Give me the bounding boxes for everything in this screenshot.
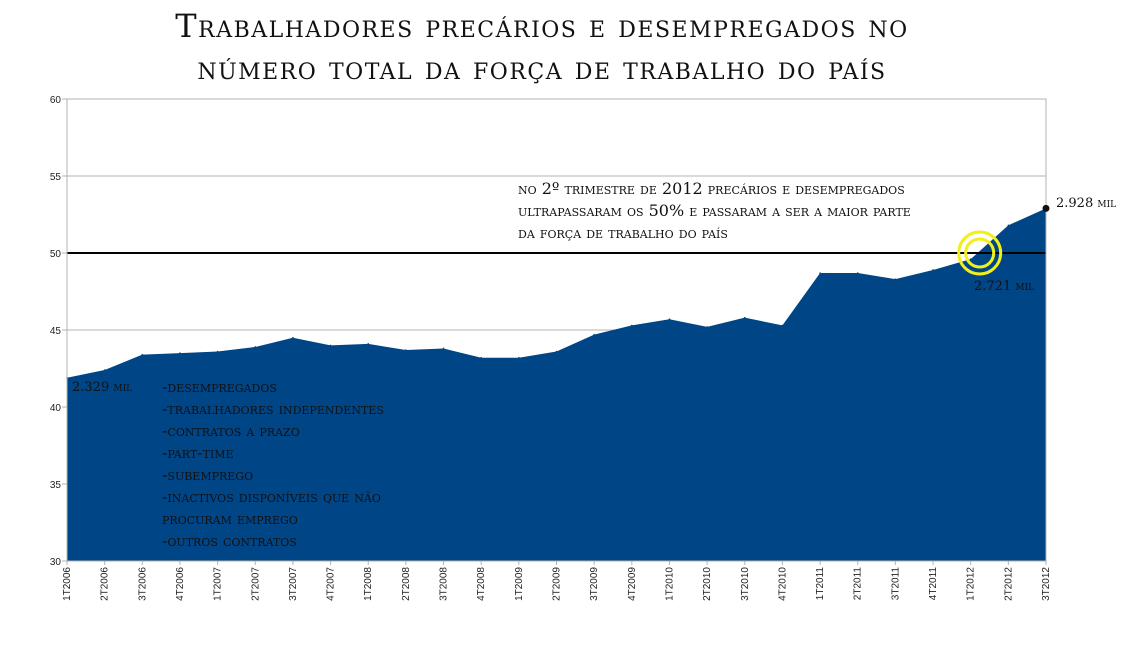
data-point-1T2010 xyxy=(668,318,671,321)
data-point-4T2008 xyxy=(480,356,482,359)
data-point-2T2010 xyxy=(706,326,708,328)
area-series xyxy=(66,207,1047,561)
start-value-label: 2.329 mil xyxy=(72,380,133,395)
y-tick-label-30: 30 xyxy=(50,557,62,568)
legend-item-independentes: -trabalhadores independentes xyxy=(162,399,384,418)
x-tick-label-2T2006: 2T2006 xyxy=(100,567,111,601)
legend-item-part-time: -part-time xyxy=(162,443,234,462)
x-tick-label-4T2008: 4T2008 xyxy=(476,567,487,601)
data-point-3T2010 xyxy=(743,316,746,319)
legend-item-contratos-prazo: -contratos a prazo xyxy=(162,421,300,440)
data-point-4T2009 xyxy=(631,324,633,327)
data-point-4T2006 xyxy=(179,352,181,354)
y-axis-ticks: 30 35 40 45 50 55 60 xyxy=(50,95,62,568)
highlight-value-label: 2.721 mil xyxy=(974,279,1035,294)
x-tick-label-1T2010: 1T2010 xyxy=(664,567,675,601)
x-tick-label-2T2010: 2T2010 xyxy=(702,567,713,601)
note-line-1: no 2º trimestre de 2012 precários e dese… xyxy=(518,179,905,198)
x-tick-label-3T2012: 3T2012 xyxy=(1041,567,1052,601)
y-tick-label-35: 35 xyxy=(50,480,62,491)
data-point-2T2009 xyxy=(555,350,558,353)
data-point-2T2012 xyxy=(1007,224,1010,227)
x-tick-label-4T2007: 4T2007 xyxy=(326,567,337,601)
endpoint-marker xyxy=(1042,204,1050,212)
data-point-4T2011 xyxy=(932,269,934,271)
legend-item-inactivos: -inactivos disponíveis que não xyxy=(162,487,381,506)
x-tick-label-3T2007: 3T2007 xyxy=(288,567,299,601)
x-tick-label-1T2012: 1T2012 xyxy=(966,567,977,601)
data-point-3T2007 xyxy=(292,336,294,339)
x-tick-label-1T2008: 1T2008 xyxy=(363,567,374,601)
highlight-ring-inner xyxy=(964,237,996,269)
y-tick-label-45: 45 xyxy=(50,326,62,337)
data-point-3T2009 xyxy=(593,333,595,336)
data-point-2T2011 xyxy=(856,272,859,274)
x-tick-label-2T2012: 2T2012 xyxy=(1003,567,1014,601)
legend-item-outros: -outros contratos xyxy=(162,531,297,550)
note-line-3: da força de trabalho do país xyxy=(518,223,728,242)
data-point-2T2008 xyxy=(405,349,407,351)
x-tick-label-2T2008: 2T2008 xyxy=(401,567,412,601)
legend-item-desempregados: -desempregados xyxy=(162,377,277,396)
x-tick-label-1T2007: 1T2007 xyxy=(213,567,224,601)
note-line-2: ultrapassaram os 50% e passaram a ser a … xyxy=(518,201,911,220)
data-point-4T2007 xyxy=(329,344,332,347)
data-point-3T2006 xyxy=(141,353,144,356)
chart-title-line-1: Trabalhadores precários e desempregados … xyxy=(175,7,909,45)
y-tick-label-60: 60 xyxy=(50,95,62,106)
data-point-4T2010 xyxy=(781,324,784,327)
legend-item-subemprego: -subemprego xyxy=(162,465,254,484)
x-tick-label-2T2009: 2T2009 xyxy=(552,567,563,601)
x-tick-label-2T2011: 2T2011 xyxy=(853,567,864,601)
end-value-label: 2.928 mil xyxy=(1056,196,1117,211)
x-tick-label-3T2006: 3T2006 xyxy=(137,567,148,601)
chart-title-line-2: número total da força de trabalho do paí… xyxy=(197,49,887,87)
x-tick-label-4T2010: 4T2010 xyxy=(777,567,788,601)
y-tick-label-50: 50 xyxy=(50,249,62,260)
data-point-1T2008 xyxy=(367,343,370,345)
data-point-2T2007 xyxy=(254,346,257,348)
legend-item-inactivos-cont: procuram emprego xyxy=(162,509,298,528)
x-axis-ticks: 1T2006 2T2006 3T2006 4T2006 1T2007 2T2007 3T20… xyxy=(62,561,1052,601)
data-point-1T2009 xyxy=(518,356,520,359)
x-tick-label-1T2006: 1T2006 xyxy=(62,567,73,601)
x-tick-label-1T2011: 1T2011 xyxy=(815,567,826,601)
data-point-3T2008 xyxy=(442,347,445,350)
data-point-3T2011 xyxy=(894,278,897,280)
markers xyxy=(957,204,1050,276)
x-tick-label-1T2009: 1T2009 xyxy=(514,567,525,601)
x-tick-label-4T2009: 4T2009 xyxy=(627,567,638,601)
x-tick-label-3T2010: 3T2010 xyxy=(740,567,751,601)
x-tick-label-4T2006: 4T2006 xyxy=(175,567,186,601)
x-tick-label-3T2011: 3T2011 xyxy=(890,567,901,601)
data-point-2T2006 xyxy=(103,369,106,371)
data-point-1T2012 xyxy=(969,258,972,260)
y-tick-label-55: 55 xyxy=(50,172,62,183)
x-tick-label-3T2009: 3T2009 xyxy=(589,567,600,601)
area-series-fill xyxy=(67,208,1046,561)
x-tick-label-2T2007: 2T2007 xyxy=(250,567,261,601)
data-point-1T2011 xyxy=(819,272,821,274)
x-tick-label-4T2011: 4T2011 xyxy=(928,567,939,601)
highlight-ring-outer xyxy=(957,230,1003,276)
data-point-1T2007 xyxy=(216,350,219,353)
y-tick-label-40: 40 xyxy=(50,403,62,414)
x-tick-label-3T2008: 3T2008 xyxy=(439,567,450,601)
